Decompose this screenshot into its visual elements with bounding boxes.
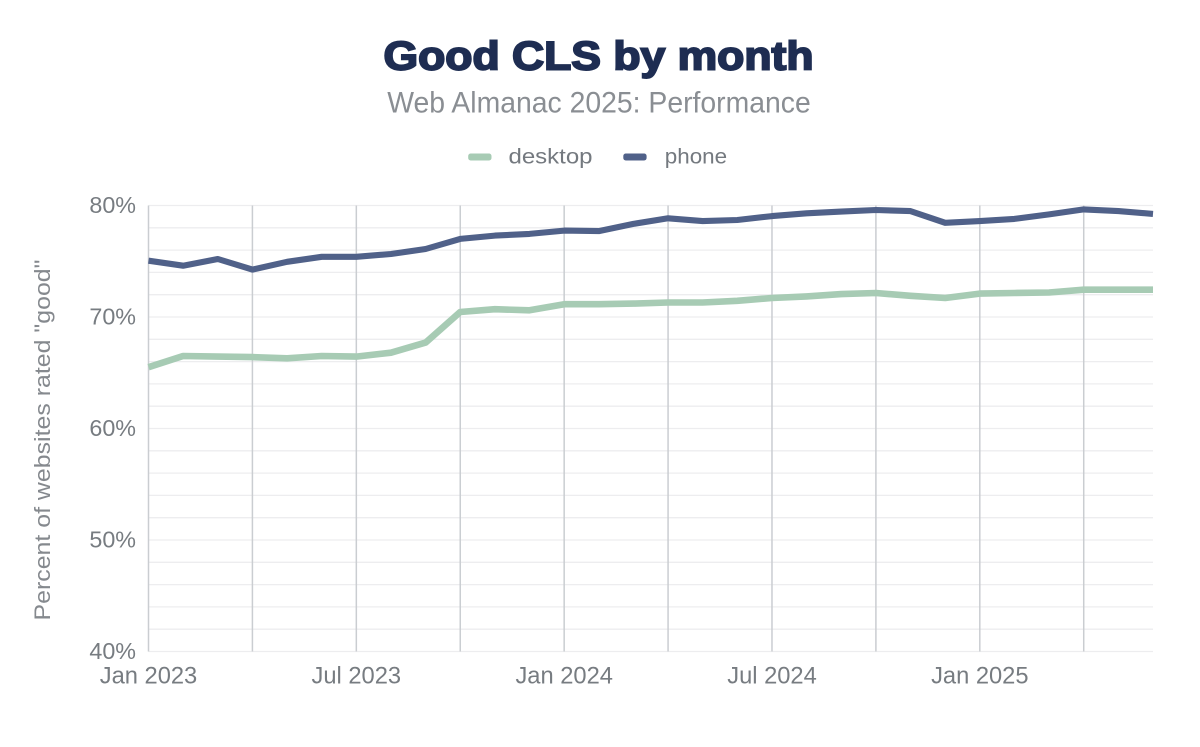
svg-text:50%: 50% bbox=[89, 526, 136, 552]
svg-text:Jan 2023: Jan 2023 bbox=[100, 664, 197, 690]
svg-text:phone: phone bbox=[665, 146, 727, 169]
svg-text:Good CLS by month: Good CLS by month bbox=[384, 35, 814, 79]
svg-text:60%: 60% bbox=[89, 415, 136, 441]
svg-text:Jul 2024: Jul 2024 bbox=[727, 664, 817, 690]
svg-text:40%: 40% bbox=[89, 638, 136, 664]
svg-text:desktop: desktop bbox=[509, 146, 593, 169]
svg-text:Web Almanac 2025: Performance: Web Almanac 2025: Performance bbox=[387, 87, 811, 120]
svg-text:Jan 2024: Jan 2024 bbox=[515, 664, 612, 690]
svg-text:Percent of websites rated "goo: Percent of websites rated "good" bbox=[30, 260, 55, 621]
svg-text:70%: 70% bbox=[89, 303, 136, 329]
svg-text:80%: 80% bbox=[89, 192, 136, 218]
svg-text:Jul 2023: Jul 2023 bbox=[312, 664, 402, 690]
svg-text:Jan 2025: Jan 2025 bbox=[931, 664, 1028, 690]
